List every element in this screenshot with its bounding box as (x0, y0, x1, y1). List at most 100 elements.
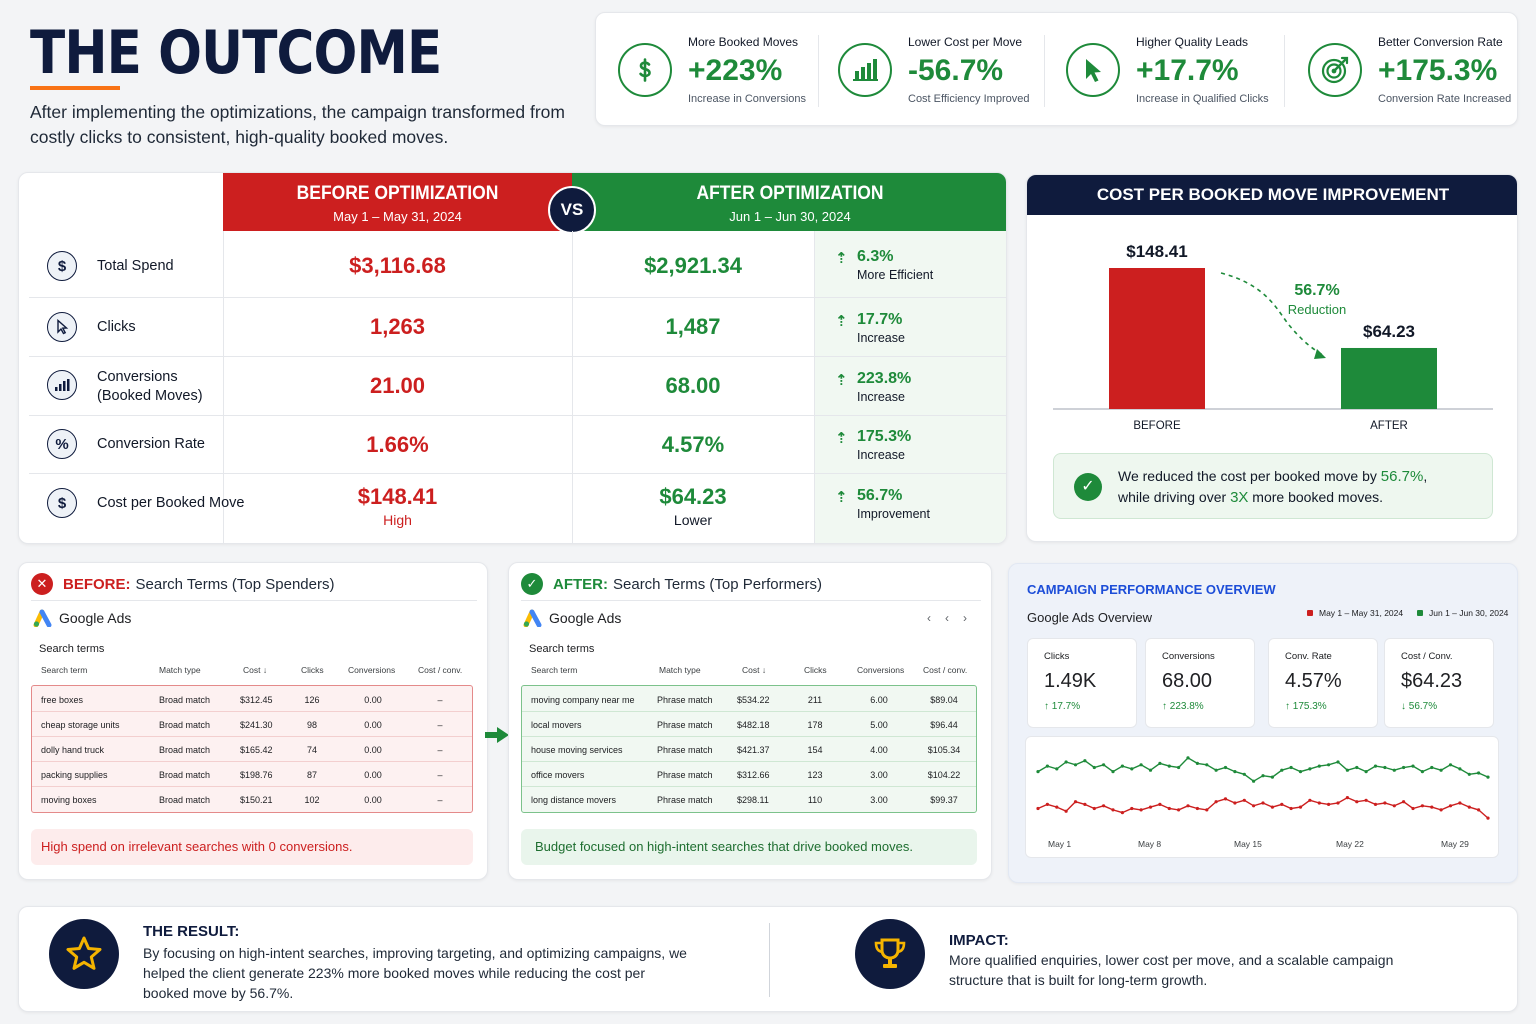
brand-name: Google Ads (59, 610, 132, 626)
series-point (1073, 763, 1078, 767)
row-divider (32, 761, 472, 762)
column-header[interactable]: Cost ↓ (243, 665, 268, 675)
change-label: Increase (857, 448, 905, 462)
panel-title: Search Terms (Top Performers) (613, 575, 822, 593)
table-cell: 74 (306, 745, 318, 755)
kpi-booked-moves: More Booked Moves +223% Increase in Conv… (618, 13, 806, 127)
metric-label: Conversion Rate (97, 436, 205, 452)
table-row[interactable]: moving boxes Broad match $150.21 102 0.00 – (32, 786, 472, 811)
column-header[interactable]: Clicks (804, 665, 827, 675)
metric-card-conv-rate[interactable]: Conv. Rate 4.57% ↑ 175.3% (1268, 638, 1378, 728)
metric-card-value: 4.57% (1285, 670, 1342, 692)
kpi-label: More Booked Moves (688, 35, 799, 49)
series-point (1448, 763, 1453, 767)
dollar-icon (618, 43, 672, 97)
metric-card-value: 68.00 (1162, 670, 1213, 692)
table-cell: $104.22 (927, 770, 961, 780)
table-row[interactable]: office movers Phrase match $312.66 123 3.00 $… (522, 761, 976, 786)
series-point (1233, 770, 1237, 774)
kpi-label: Better Conversion Rate (1378, 35, 1503, 49)
arrow-up-icon: ⇡ (835, 250, 848, 267)
series-point (1477, 771, 1481, 775)
cursor-icon (47, 312, 77, 342)
table-cell: Broad match (159, 770, 211, 780)
panel-footer-note: Budget focused on high-intent searches t… (521, 829, 977, 865)
series-point (1045, 802, 1049, 806)
table-row[interactable]: long distance movers Phrase match $298.11 1… (522, 786, 976, 811)
table-row[interactable]: free boxes Broad match $312.45 126 0.00 – (32, 686, 472, 711)
series-point (1223, 797, 1228, 801)
cost-chart-title: COST PER BOOKED MOVE IMPROVEMENT (1027, 175, 1517, 215)
series-point (1448, 804, 1453, 808)
column-header[interactable]: Match type (659, 665, 701, 675)
chevron-left-icon[interactable]: ‹ (945, 611, 949, 625)
panel-footer-note: High spend on irrelevant searches with 0… (31, 829, 473, 865)
series-point (1373, 802, 1378, 806)
column-header[interactable]: Cost / conv. (923, 665, 968, 675)
column-header[interactable]: Match type (159, 665, 201, 675)
before-search-terms-panel: ✕ BEFORE: Search Terms (Top Spenders) Go… (18, 562, 488, 880)
column-header[interactable]: Cost ↓ (742, 665, 767, 675)
panel-status-label: BEFORE: (63, 575, 131, 593)
column-header[interactable]: Search term (41, 665, 88, 675)
series-point (1177, 765, 1181, 770)
column-header[interactable]: Conversions (348, 665, 396, 675)
series-point (1242, 772, 1246, 776)
series-point (1139, 763, 1143, 767)
series-point (1355, 800, 1359, 804)
table-cell: 3.00 (870, 795, 888, 805)
table-cell: 0.00 (364, 720, 382, 730)
table-header: Search term Match type Cost ↓ Clicks Con… (31, 665, 477, 679)
metric-card-cost-per-conv[interactable]: Cost / Conv. $64.23 ↓ 56.7% (1384, 638, 1494, 728)
column-header[interactable]: Search term (531, 665, 578, 675)
column-header[interactable]: Clicks (301, 665, 324, 675)
table-cell: 154 (807, 745, 823, 755)
table-row[interactable]: packing supplies Broad match $198.76 87 0.00… (32, 761, 472, 786)
table-row[interactable]: dolly hand truck Broad match $165.42 74 0.00… (32, 736, 472, 761)
cursor-icon (1066, 43, 1120, 97)
bar-before (1109, 268, 1205, 409)
vs-badge: VS (548, 186, 596, 234)
change-cell: ⇡ 175.3% Increase (835, 428, 911, 462)
metric-card-clicks[interactable]: Clicks 1.49K ↑ 17.7% (1027, 638, 1137, 728)
column-header[interactable]: Conversions (857, 665, 905, 675)
table-cell: $105.34 (927, 745, 961, 755)
panel-title: Search Terms (Top Spenders) (135, 575, 335, 593)
row-divider (32, 711, 472, 712)
table-cell: 0.00 (364, 695, 382, 705)
chevron-right-icon[interactable]: › (963, 611, 967, 625)
table-row[interactable]: local movers Phrase match $482.18 178 5.00 $9… (522, 711, 976, 736)
page-subtitle: After implementing the optimizations, th… (30, 102, 565, 147)
after-dates: Jun 1 – Jun 30, 2024 (729, 209, 851, 224)
arrow-up-icon: ⇡ (835, 430, 848, 447)
row-divider (29, 473, 1006, 474)
series-point (1420, 804, 1424, 808)
result-text: By focusing on high-intent searches, imp… (143, 945, 687, 1001)
table-row[interactable]: house moving services Phrase match $421.37… (522, 736, 976, 761)
change-label: More Efficient (857, 268, 934, 282)
chevron-left-icon[interactable]: ‹ (927, 611, 931, 625)
series-point (1308, 767, 1312, 771)
column-divider (814, 231, 815, 543)
pagination-controls: ‹ ‹ › (927, 611, 967, 625)
kpi-label: Lower Cost per Move (908, 35, 1023, 49)
table-cell: Phrase match (657, 795, 713, 805)
legend-item-after: Jun 1 – Jun 30, 2024 (1417, 608, 1508, 618)
metric-label: Cost per Booked Move (97, 495, 245, 511)
kpi-sub: Increase in Qualified Clicks (1136, 93, 1269, 105)
change-percent: 6.3% (857, 248, 894, 265)
metric-card-change: ↑ 223.8% (1162, 701, 1204, 712)
column-divider (572, 231, 573, 543)
column-header[interactable]: Cost / conv. (418, 665, 463, 675)
google-ads-brand: Google Ads (523, 609, 621, 627)
x-tick-label: May 1 (1048, 839, 1071, 849)
x-tick-label: May 22 (1336, 839, 1364, 849)
table-cell: Phrase match (657, 770, 713, 780)
table-cell: 178 (807, 720, 823, 730)
kpi-label: Higher Quality Leads (1136, 35, 1249, 49)
change-cell: ⇡ 223.8% Increase (835, 370, 911, 404)
series-point (1392, 768, 1396, 772)
table-row[interactable]: moving company near me Phrase match $534.2… (522, 686, 976, 711)
table-row[interactable]: cheap storage units Broad match $241.30 98 0… (32, 711, 472, 736)
metric-card-conversions[interactable]: Conversions 68.00 ↑ 223.8% (1145, 638, 1255, 728)
